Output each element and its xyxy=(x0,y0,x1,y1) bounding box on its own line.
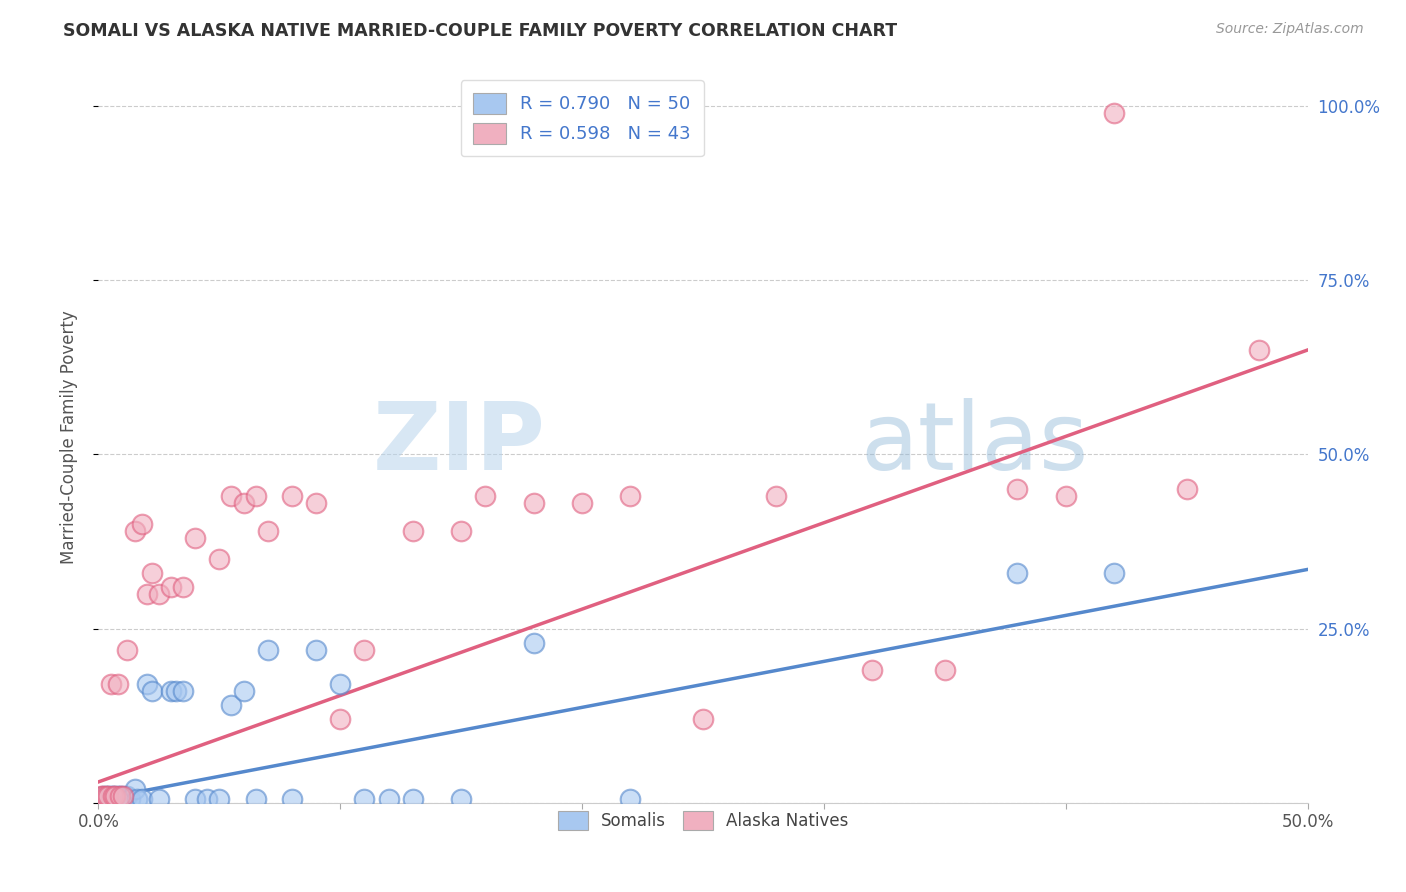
Point xyxy=(114,792,136,806)
Point xyxy=(97,789,120,803)
Point xyxy=(111,789,134,803)
Point xyxy=(108,792,131,806)
Point xyxy=(1102,106,1125,120)
Point xyxy=(104,789,127,803)
Point xyxy=(97,789,120,803)
Point xyxy=(329,712,352,726)
Point xyxy=(108,789,131,803)
Point xyxy=(692,712,714,726)
Point xyxy=(353,642,375,657)
Point xyxy=(135,587,157,601)
Point xyxy=(1007,566,1029,580)
Text: atlas: atlas xyxy=(860,399,1088,491)
Point xyxy=(256,642,278,657)
Point xyxy=(221,489,243,503)
Point xyxy=(402,792,425,806)
Point xyxy=(90,789,112,803)
Point xyxy=(1175,483,1198,497)
Point xyxy=(104,792,127,806)
Point xyxy=(232,496,254,510)
Point xyxy=(232,684,254,698)
Point xyxy=(124,524,146,538)
Point xyxy=(305,496,328,510)
Point xyxy=(281,489,304,503)
Point xyxy=(94,789,117,803)
Point xyxy=(523,635,546,649)
Point xyxy=(377,792,399,806)
Point xyxy=(934,664,956,678)
Point xyxy=(619,489,641,503)
Point xyxy=(474,489,496,503)
Point xyxy=(619,792,641,806)
Point xyxy=(402,524,425,538)
Point xyxy=(184,531,207,545)
Point xyxy=(172,684,194,698)
Point xyxy=(127,792,149,806)
Point xyxy=(208,552,231,566)
Point xyxy=(184,792,207,806)
Point xyxy=(101,792,124,806)
Point xyxy=(208,792,231,806)
Point xyxy=(100,792,122,806)
Legend: Somalis, Alaska Natives: Somalis, Alaska Natives xyxy=(550,803,856,838)
Point xyxy=(117,642,139,657)
Point xyxy=(1054,489,1077,503)
Point xyxy=(100,789,122,803)
Point xyxy=(101,789,124,803)
Point xyxy=(1249,343,1271,357)
Point xyxy=(94,792,117,806)
Point xyxy=(1102,566,1125,580)
Point xyxy=(90,792,112,806)
Point xyxy=(160,684,183,698)
Point xyxy=(450,792,472,806)
Point xyxy=(245,489,267,503)
Point xyxy=(131,517,153,532)
Point xyxy=(97,792,120,806)
Point xyxy=(94,789,117,803)
Point xyxy=(131,792,153,806)
Point xyxy=(245,792,267,806)
Y-axis label: Married-Couple Family Poverty: Married-Couple Family Poverty xyxy=(59,310,77,564)
Point xyxy=(860,664,883,678)
Point xyxy=(135,677,157,691)
Point xyxy=(523,496,546,510)
Point xyxy=(160,580,183,594)
Point xyxy=(124,781,146,796)
Point xyxy=(148,587,170,601)
Point xyxy=(117,789,139,803)
Point xyxy=(148,792,170,806)
Point xyxy=(353,792,375,806)
Point xyxy=(329,677,352,691)
Point xyxy=(111,792,134,806)
Point xyxy=(571,496,593,510)
Point xyxy=(100,677,122,691)
Point xyxy=(1007,483,1029,497)
Point xyxy=(91,789,114,803)
Point xyxy=(141,684,163,698)
Point xyxy=(107,789,129,803)
Point xyxy=(281,792,304,806)
Point xyxy=(104,789,127,803)
Point xyxy=(256,524,278,538)
Text: Source: ZipAtlas.com: Source: ZipAtlas.com xyxy=(1216,22,1364,37)
Point xyxy=(195,792,218,806)
Point xyxy=(141,566,163,580)
Point xyxy=(765,489,787,503)
Point xyxy=(111,789,134,803)
Point xyxy=(91,789,114,803)
Point xyxy=(107,677,129,691)
Point xyxy=(101,789,124,803)
Text: ZIP: ZIP xyxy=(373,399,546,491)
Point xyxy=(221,698,243,713)
Point xyxy=(108,789,131,803)
Text: SOMALI VS ALASKA NATIVE MARRIED-COUPLE FAMILY POVERTY CORRELATION CHART: SOMALI VS ALASKA NATIVE MARRIED-COUPLE F… xyxy=(63,22,897,40)
Point xyxy=(450,524,472,538)
Point xyxy=(165,684,187,698)
Point xyxy=(101,792,124,806)
Point xyxy=(107,792,129,806)
Point xyxy=(172,580,194,594)
Point xyxy=(91,792,114,806)
Point xyxy=(305,642,328,657)
Point xyxy=(118,792,141,806)
